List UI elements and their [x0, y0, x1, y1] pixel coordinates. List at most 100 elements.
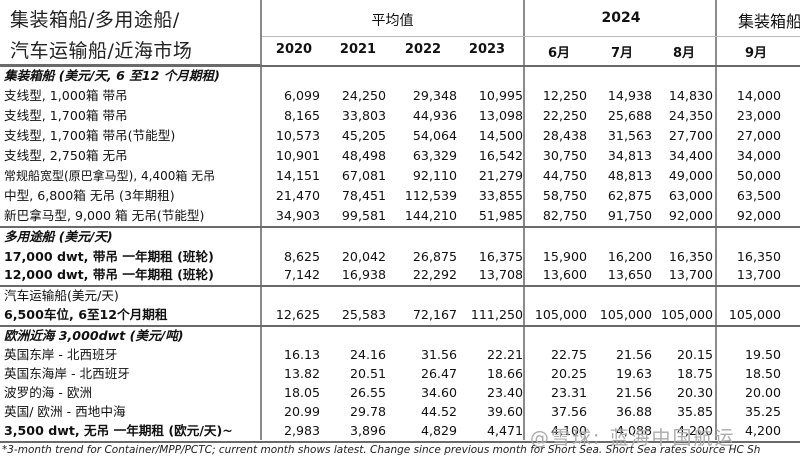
value-jul: 14,938	[607, 88, 652, 103]
value-2021: 48,498	[341, 148, 386, 163]
value-2021: 24,250	[341, 88, 386, 103]
value-2023: 23.40	[486, 385, 523, 400]
table-row: 17,000 dwt, 带吊 一年期租 (班轮) 8,625 20,042 26…	[0, 247, 800, 267]
value-2021: 26.55	[349, 385, 386, 400]
column-divider	[523, 0, 525, 440]
row-label: 支线型, 1,000箱 带吊	[4, 88, 128, 103]
value-2022: 22,292	[412, 267, 457, 282]
row-label: 英国/ 欧洲 - 西地中海	[4, 404, 126, 419]
value-jul: 21.56	[615, 347, 652, 362]
value-aug: 4,200	[676, 423, 713, 438]
value-jul: 16,200	[607, 249, 652, 264]
row-label: 英国东岸 - 北西班牙	[4, 347, 118, 362]
value-sep: 35.25	[744, 404, 781, 419]
value-aug: 20.15	[676, 347, 713, 362]
value-2020: 18.05	[283, 385, 320, 400]
value-aug: 63,000	[668, 188, 713, 203]
value-2020: 13.82	[283, 366, 320, 381]
value-2022: 54,064	[412, 128, 457, 143]
value-2021: 33,803	[341, 108, 386, 123]
table-row: 6,500车位, 6至12个月期租 12,625 25,583 72,167 1…	[0, 305, 800, 325]
row-label: 支线型, 1,700箱 带吊	[4, 108, 128, 123]
table-row: 英国东岸 - 北西班牙 16.13 24.16 31.56 22.21 22.7…	[0, 345, 800, 365]
value-aug: 20.30	[676, 385, 713, 400]
value-sep: 23,000	[736, 108, 781, 123]
value-sep: 4,200	[744, 423, 781, 438]
section-divider	[0, 325, 800, 327]
value-aug: 24,350	[668, 108, 713, 123]
value-jul: 19.63	[615, 366, 652, 381]
value-jun: 44,750	[542, 168, 587, 183]
year-header-2021: 2021	[339, 42, 377, 57]
value-jun: 30,750	[542, 148, 587, 163]
value-sep: 105,000	[728, 307, 781, 322]
value-sep: 19.50	[744, 347, 781, 362]
value-2022: 26.47	[420, 366, 457, 381]
section-divider	[0, 285, 800, 287]
value-jul: 48,813	[607, 168, 652, 183]
value-2020: 21,470	[275, 188, 320, 203]
row-label: 12,000 dwt, 带吊 一年期租 (班轮)	[4, 267, 214, 282]
value-2022: 144,210	[404, 208, 457, 223]
value-2023: 13,708	[478, 267, 523, 282]
value-2023: 16,542	[478, 148, 523, 163]
year-header-2022: 2022	[404, 42, 442, 57]
month-header-sep: 9月	[744, 46, 768, 61]
footnote: *3-month trend for Container/MPP/PCTC; c…	[2, 444, 761, 456]
value-2021: 29.78	[349, 404, 386, 419]
row-label: 英国东海岸 - 北西班牙	[4, 366, 130, 381]
value-2021: 99,581	[341, 208, 386, 223]
section-header-row: 汽车运输船(美元/天)	[0, 286, 800, 306]
value-2022: 26,875	[412, 249, 457, 264]
value-2020: 2,983	[283, 423, 320, 438]
value-jun: 22.75	[550, 347, 587, 362]
value-sep: 18.50	[744, 366, 781, 381]
value-sep: 14,000	[736, 88, 781, 103]
value-sep: 50,000	[736, 168, 781, 183]
value-jun: 4,100	[550, 423, 587, 438]
value-sep: 20.00	[744, 385, 781, 400]
value-2020: 6,099	[283, 88, 320, 103]
table-title-block: 集装箱船/多用途船/ 汽车运输船/近海市场	[0, 0, 262, 66]
value-2021: 45,205	[341, 128, 386, 143]
value-aug: 49,000	[668, 168, 713, 183]
value-2021: 78,451	[341, 188, 386, 203]
value-2021: 20,042	[341, 249, 386, 264]
value-aug: 105,000	[660, 307, 713, 322]
value-aug: 14,830	[668, 88, 713, 103]
section-header-row: 欧洲近海 3,000dwt (美元/吨)	[0, 326, 800, 346]
value-jun: 13,600	[542, 267, 587, 282]
table-row: 支线型, 1,700箱 带吊(节能型) 10,573 45,205 54,064…	[0, 126, 800, 146]
value-jul: 105,000	[599, 307, 652, 322]
value-2023: 39.60	[486, 404, 523, 419]
value-2023: 111,250	[470, 307, 523, 322]
value-jul: 31,563	[607, 128, 652, 143]
value-jul: 62,875	[607, 188, 652, 203]
value-2020: 12,625	[275, 307, 320, 322]
value-jul: 4,088	[615, 423, 652, 438]
section-container-title: 集装箱船 (美元/天, 6 至12 个月期租)	[4, 68, 220, 83]
value-jun: 28,438	[542, 128, 587, 143]
value-2021: 25,583	[341, 307, 386, 322]
month-header-jul: 7月	[610, 46, 634, 61]
value-aug: 16,350	[668, 249, 713, 264]
row-label: 中型, 6,800箱 无吊 (3年期租)	[4, 188, 175, 203]
value-jun: 105,000	[534, 307, 587, 322]
value-jul: 91,750	[607, 208, 652, 223]
value-2022: 112,539	[404, 188, 457, 203]
table-row: 英国东海岸 - 北西班牙 13.82 20.51 26.47 18.66 20.…	[0, 364, 800, 384]
value-aug: 27,700	[668, 128, 713, 143]
value-2021: 20.51	[349, 366, 386, 381]
value-2023: 21,279	[478, 168, 523, 183]
value-2023: 18.66	[486, 366, 523, 381]
value-2021: 24.16	[349, 347, 386, 362]
value-2020: 8,165	[283, 108, 320, 123]
year-header-2020: 2020	[275, 42, 313, 57]
container-right-header: 集装箱船	[738, 12, 800, 31]
value-2023: 4,471	[486, 423, 523, 438]
section-pctc-title: 汽车运输船(美元/天)	[4, 288, 119, 303]
value-jul: 25,688	[607, 108, 652, 123]
value-sep: 13,700	[736, 267, 781, 282]
value-jun: 20.25	[550, 366, 587, 381]
table-row: 常规船宽型(原巴拿马型), 4,400箱 无吊 14,151 67,081 92…	[0, 166, 800, 186]
